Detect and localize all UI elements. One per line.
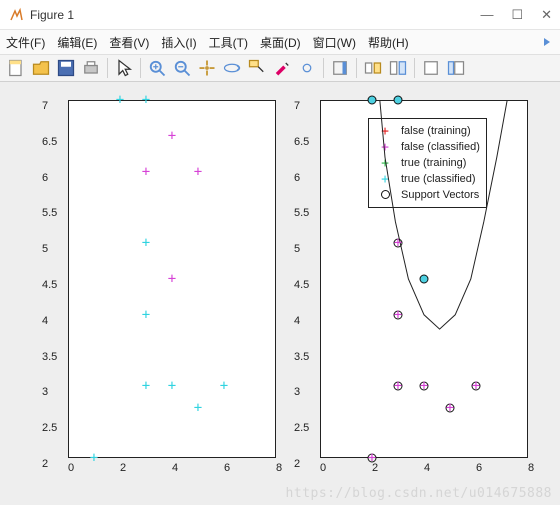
show-plottools-icon[interactable]	[445, 57, 467, 79]
colorbar-icon[interactable]	[329, 57, 351, 79]
tick-label: 2	[120, 462, 126, 474]
hide-plottools-icon[interactable]	[420, 57, 442, 79]
toolbar-separator	[107, 58, 108, 78]
rotate3d-icon[interactable]	[221, 57, 243, 79]
tick-label: 4.5	[42, 279, 64, 291]
toolbar	[0, 54, 560, 82]
tick-label: 5.5	[294, 207, 316, 219]
tick-label: 2	[42, 458, 64, 470]
tick-label: 2.5	[294, 422, 316, 434]
zoom-out-icon[interactable]	[171, 57, 193, 79]
toolbar-separator	[323, 58, 324, 78]
marker-plus: +	[142, 93, 150, 107]
tick-label: 4	[294, 315, 316, 327]
titlebar: Figure 1 — ☐ ✕	[0, 0, 560, 30]
legend-icon[interactable]	[362, 57, 384, 79]
toolbar-separator	[356, 58, 357, 78]
marker-plus: +	[394, 379, 402, 393]
tick-label: 7	[294, 100, 316, 112]
tick-label: 0	[68, 462, 74, 474]
marker-plus: +	[194, 165, 202, 179]
marker-plus: +	[142, 379, 150, 393]
menu-window[interactable]: 窗口(W)	[313, 34, 356, 51]
tick-label: 8	[528, 462, 534, 474]
link-icon[interactable]	[296, 57, 318, 79]
menu-desktop[interactable]: 桌面(D)	[260, 34, 301, 51]
marker-plus: +	[168, 379, 176, 393]
tick-label: 0	[320, 462, 326, 474]
tick-label: 2.5	[42, 422, 64, 434]
marker-plus: +	[142, 236, 150, 250]
tick-label: 7	[42, 100, 64, 112]
toolbar-separator	[140, 58, 141, 78]
marker-plus: +	[90, 451, 98, 465]
tick-label: 4	[172, 462, 178, 474]
pan-icon[interactable]	[196, 57, 218, 79]
tick-label: 6	[294, 172, 316, 184]
menu-file[interactable]: 文件(F)	[6, 34, 45, 51]
marker-circle	[394, 96, 403, 105]
menu-view[interactable]: 查看(V)	[109, 34, 149, 51]
marker-plus: +	[194, 401, 202, 415]
menu-help[interactable]: 帮助(H)	[368, 34, 409, 51]
minimize-button[interactable]: —	[480, 7, 493, 23]
tick-label: 6.5	[42, 136, 64, 148]
marker-plus: +	[446, 401, 454, 415]
open-icon[interactable]	[30, 57, 52, 79]
brush-icon[interactable]	[271, 57, 293, 79]
tick-label: 4	[42, 315, 64, 327]
tick-label: 3.5	[42, 351, 64, 363]
tick-label: 4.5	[294, 279, 316, 291]
tick-label: 3	[42, 386, 64, 398]
close-button[interactable]: ✕	[541, 7, 552, 23]
marker-plus: +	[472, 379, 480, 393]
menu-tools[interactable]: 工具(T)	[209, 34, 248, 51]
tick-label: 2	[294, 458, 316, 470]
save-icon[interactable]	[55, 57, 77, 79]
marker-plus: +	[368, 451, 376, 465]
marker-plus: +	[220, 379, 228, 393]
print-icon[interactable]	[80, 57, 102, 79]
zoom-in-icon[interactable]	[146, 57, 168, 79]
tick-label: 5.5	[42, 207, 64, 219]
tick-label: 6	[224, 462, 230, 474]
menubar: 文件(F) 编辑(E) 查看(V) 插入(I) 工具(T) 桌面(D) 窗口(W…	[0, 30, 560, 54]
marker-circle	[420, 275, 429, 284]
tick-label: 6	[42, 172, 64, 184]
tick-label: 5	[42, 243, 64, 255]
menu-edit[interactable]: 编辑(E)	[57, 34, 97, 51]
new-figure-icon[interactable]	[5, 57, 27, 79]
datacursor-icon[interactable]	[246, 57, 268, 79]
watermark: https://blog.csdn.net/u014675888	[286, 486, 552, 501]
marker-plus: +	[420, 379, 428, 393]
tick-label: 6	[476, 462, 482, 474]
window-title: Figure 1	[30, 8, 480, 22]
tick-label: 3	[294, 386, 316, 398]
tick-label: 5	[294, 243, 316, 255]
marker-plus: +	[142, 165, 150, 179]
tick-label: 8	[276, 462, 282, 474]
marker-circle	[368, 96, 377, 105]
tick-label: 4	[424, 462, 430, 474]
marker-plus: +	[116, 93, 124, 107]
marker-plus: +	[394, 236, 402, 250]
marker-plus: +	[168, 129, 176, 143]
menu-insert[interactable]: 插入(I)	[161, 34, 196, 51]
marker-plus: +	[168, 272, 176, 286]
pointer-icon[interactable]	[113, 57, 135, 79]
marker-plus: +	[394, 308, 402, 322]
figure-area: +false (training)+false (classified)+tru…	[0, 82, 560, 505]
marker-plus: +	[142, 308, 150, 322]
matlab-logo-icon	[8, 7, 24, 23]
menubar-help-icon[interactable]	[538, 34, 554, 50]
window-buttons: — ☐ ✕	[480, 7, 552, 23]
maximize-button[interactable]: ☐	[511, 7, 523, 23]
toolbar-separator	[414, 58, 415, 78]
tick-label: 6.5	[294, 136, 316, 148]
tick-label: 3.5	[294, 351, 316, 363]
plottools-icon[interactable]	[387, 57, 409, 79]
